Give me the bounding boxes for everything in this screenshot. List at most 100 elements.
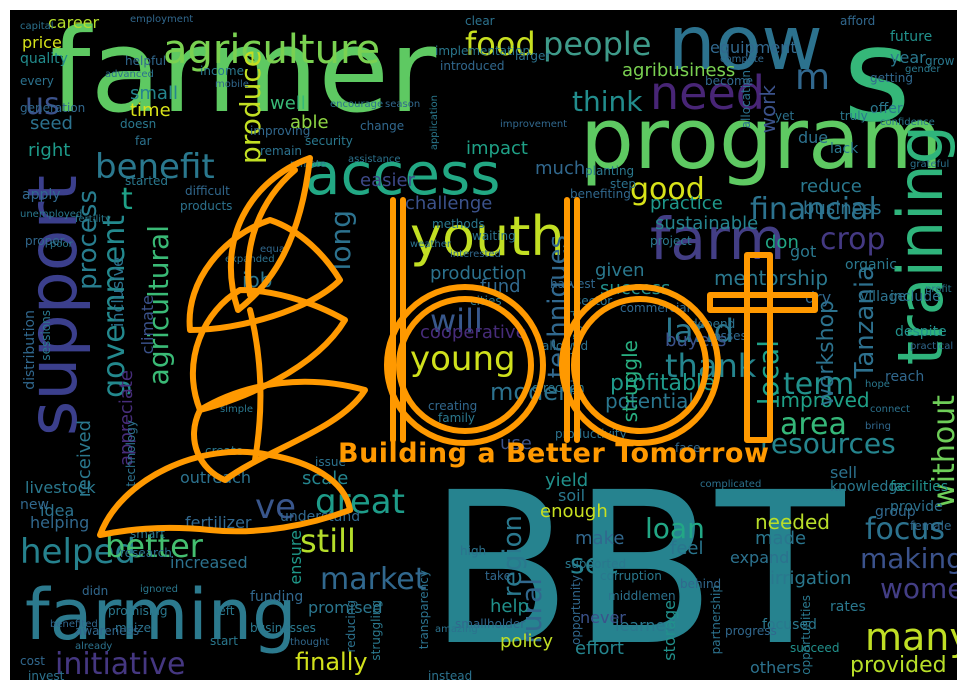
cloud-word: future xyxy=(890,29,933,45)
cloud-word: potential xyxy=(605,389,694,413)
cloud-word: change xyxy=(360,119,405,133)
cloud-word: awareness xyxy=(75,624,140,638)
cloud-word: policy xyxy=(500,631,553,652)
cloud-word: planting xyxy=(585,164,635,178)
letter-t-stem xyxy=(744,252,773,443)
cloud-word: provide xyxy=(890,499,943,515)
cloud-word: smallholder xyxy=(455,617,526,631)
cloud-word: confidence xyxy=(880,117,935,128)
cloud-word: quality xyxy=(20,51,68,67)
cloud-word: soil xyxy=(558,486,586,505)
cloud-word: assistance xyxy=(348,154,401,165)
cloud-word: crop xyxy=(820,222,886,257)
cloud-word: employment xyxy=(130,14,194,25)
cloud-word: given xyxy=(595,260,645,281)
cloud-word: don xyxy=(765,232,799,253)
cloud-word: s xyxy=(843,10,911,151)
cloud-word: farmer xyxy=(50,10,437,139)
letter-t-bar xyxy=(707,292,818,313)
cloud-word: profit xyxy=(925,284,952,295)
cloud-word: focused xyxy=(762,617,817,633)
cloud-word: access xyxy=(305,140,501,208)
cloud-word: financial xyxy=(750,192,877,227)
cloud-word: business xyxy=(803,198,882,219)
cloud-word: women xyxy=(880,572,957,605)
cloud-word: sustainable xyxy=(655,213,759,234)
cloud-word: knowledge xyxy=(830,479,906,495)
cloud-word: behind xyxy=(680,577,722,591)
cloud-word: cost xyxy=(20,654,45,668)
cloud-word: generation xyxy=(20,101,86,115)
cloud-word: become xyxy=(705,74,754,88)
cloud-word: benefiting xyxy=(570,187,631,201)
cloud-word: instead xyxy=(428,669,473,680)
cloud-word: didn xyxy=(82,584,109,598)
cloud-word: need xyxy=(650,66,765,120)
cloud-word: helping xyxy=(30,513,90,532)
cloud-word: already xyxy=(75,641,113,652)
cloud-word: livestock xyxy=(25,478,96,497)
cloud-word: never xyxy=(580,608,626,627)
cloud-word: facilities xyxy=(890,479,949,495)
cloud-word: right xyxy=(28,140,71,161)
cloud-word: middlemen xyxy=(608,589,676,603)
cloud-word: interested xyxy=(450,249,501,260)
cloud-word: proper xyxy=(25,234,65,248)
cloud-word: project xyxy=(650,234,692,248)
cloud-word: farming xyxy=(25,574,297,656)
cloud-word: enough xyxy=(540,501,608,522)
cloud-word: initiative xyxy=(55,647,186,680)
cloud-word: bring xyxy=(865,421,891,432)
cloud-word: invest xyxy=(28,669,65,680)
cloud-word: offer xyxy=(870,101,903,117)
cloud-word: grateful xyxy=(910,159,950,170)
cloud-word: left xyxy=(215,604,235,618)
cloud-word: farm xyxy=(650,205,786,273)
cloud-word: benefited xyxy=(50,619,98,630)
cloud-word: larger xyxy=(515,49,551,63)
cloud-word: able xyxy=(290,112,329,133)
cloud-word: far xyxy=(135,134,152,148)
cloud-word: corruption xyxy=(600,569,662,583)
cloud-word: apply xyxy=(22,187,61,203)
cloud-word: BBT xyxy=(428,447,845,680)
cloud-word: face xyxy=(675,441,701,455)
cloud-word: compete xyxy=(720,54,764,65)
leaf-top xyxy=(227,155,313,313)
cloud-word: see xyxy=(570,547,620,580)
leaf-bottom xyxy=(97,448,353,538)
cloud-word: reach xyxy=(885,369,925,385)
cloud-word: production xyxy=(430,263,527,284)
cloud-word: feel xyxy=(670,538,704,559)
cloud-word: organic xyxy=(845,257,898,273)
cloud-word: clear xyxy=(465,14,495,28)
cloud-word: ve xyxy=(255,487,297,527)
cloud-word: getting xyxy=(870,71,913,85)
bbt-logo xyxy=(97,155,818,538)
cloud-word: connect xyxy=(870,404,910,415)
cloud-word: rates xyxy=(830,599,866,615)
cloud-word: direction xyxy=(532,381,585,395)
cloud-word: resources xyxy=(760,427,896,460)
cloud-word: promising xyxy=(108,604,168,618)
cloud-word: promised xyxy=(308,598,383,617)
cloud-word: agriculture xyxy=(163,27,381,73)
letter-b1-bowl-inner xyxy=(396,296,534,434)
cloud-word: fertility xyxy=(75,214,111,225)
cloud-word: harvest xyxy=(550,277,596,291)
cloud-word: small xyxy=(130,83,178,104)
cloud-word: start xyxy=(210,634,238,648)
cloud-word: improvement xyxy=(500,119,568,130)
cloud-word: yield xyxy=(545,470,589,491)
cloud-word: helpful xyxy=(125,54,167,68)
cloud-word: finally xyxy=(295,648,368,676)
cloud-word: improved xyxy=(775,388,870,412)
cloud-word: include xyxy=(890,289,941,305)
cloud-word: practical xyxy=(910,341,954,352)
cloud-word: village xyxy=(860,289,907,305)
cloud-word: creating xyxy=(428,399,478,413)
cloud-word: youth xyxy=(410,205,565,268)
cloud-word: simple xyxy=(220,404,254,415)
cloud-word: career xyxy=(48,13,100,32)
